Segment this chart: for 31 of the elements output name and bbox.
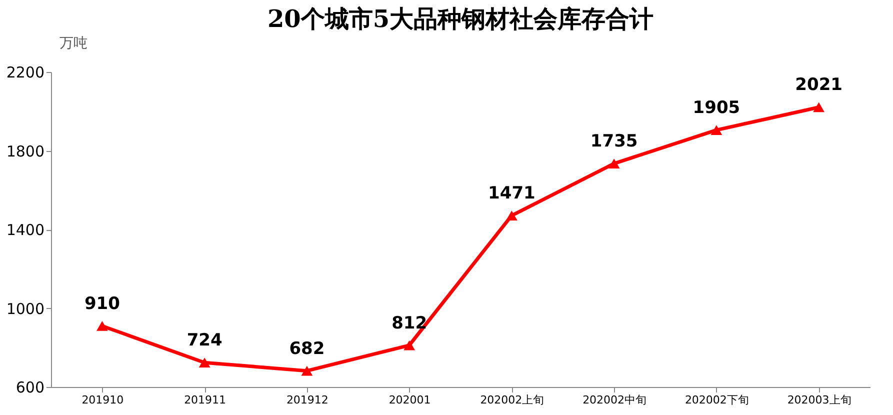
- x-tick-label: 202003上旬: [787, 394, 852, 406]
- y-tick-label: 1800: [6, 142, 44, 160]
- y-tick-label: 600: [16, 378, 44, 396]
- y-tick-label: 2200: [6, 64, 44, 82]
- data-label: 682: [289, 338, 325, 359]
- point: [608, 158, 620, 168]
- point: [96, 321, 108, 331]
- x-tick-label: 201912: [286, 394, 328, 406]
- data-label: 1905: [692, 98, 740, 118]
- chart-title: 20个城市5大品种钢材社会库存合计: [267, 4, 654, 33]
- data-label: 1471: [488, 184, 536, 204]
- point: [813, 102, 825, 112]
- data-label: 1735: [590, 132, 638, 152]
- x-tick-label: 202002中旬: [582, 394, 647, 406]
- data-label: 910: [84, 294, 120, 314]
- data-label: 2021: [795, 75, 842, 96]
- point: [301, 366, 313, 376]
- data-label: 812: [392, 313, 428, 334]
- x-tick-label: 202001: [388, 394, 431, 406]
- point: [404, 340, 416, 350]
- x-tick-label: 201910: [82, 394, 124, 406]
- data-label: 724: [186, 330, 222, 351]
- y-tick-label: 1000: [6, 300, 44, 318]
- point: [198, 358, 210, 368]
- y-tick-label: 1400: [6, 221, 44, 239]
- x-tick-label: 202002上旬: [480, 394, 544, 406]
- x-tick-label: 201911: [184, 394, 226, 406]
- y-axis-title: 万吨: [60, 36, 88, 52]
- point: [506, 210, 518, 220]
- x-tick-label: 202002下旬: [684, 394, 749, 406]
- point: [710, 125, 722, 136]
